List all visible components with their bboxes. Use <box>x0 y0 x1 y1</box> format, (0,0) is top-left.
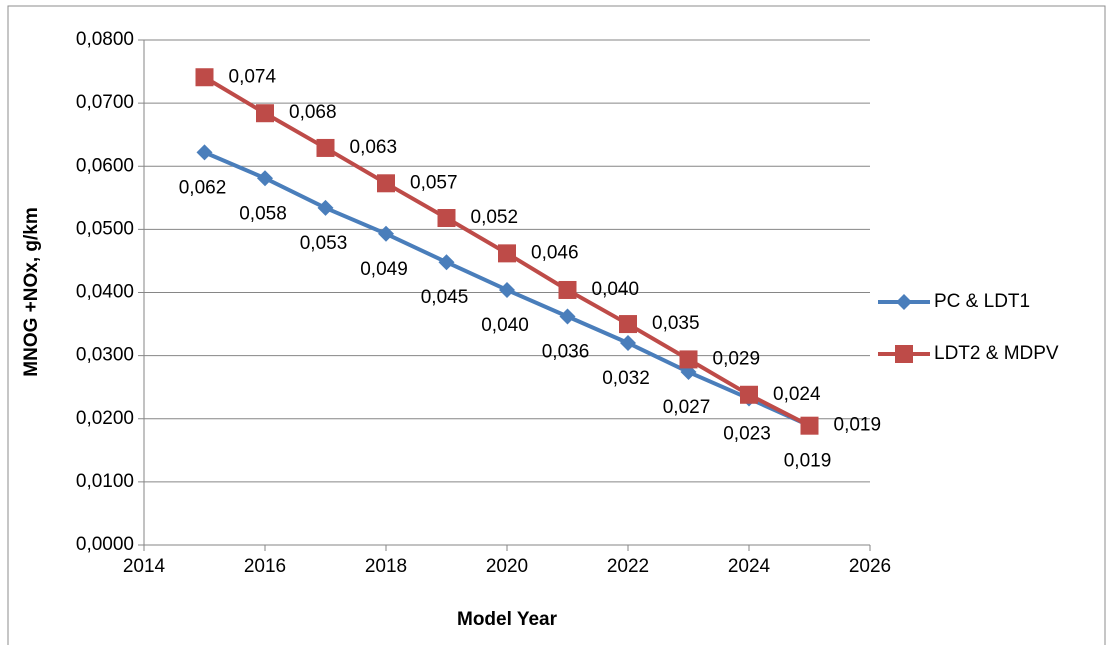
y-axis-title: MNOG +NOx, g/km <box>21 207 42 376</box>
data-label: 0,036 <box>542 342 590 363</box>
data-label: 0,045 <box>421 287 469 308</box>
y-tick-label: 0,0100 <box>76 471 134 492</box>
legend-label: PC & LDT1 <box>934 291 1030 312</box>
data-point <box>558 280 577 299</box>
data-label: 0,068 <box>289 102 337 123</box>
data-label: 0,024 <box>773 384 821 405</box>
data-label: 0,040 <box>592 279 640 300</box>
y-tick-label: 0,0500 <box>76 218 134 239</box>
data-label: 0,027 <box>663 397 711 418</box>
data-label: 0,063 <box>350 137 398 158</box>
x-tick-label: 2022 <box>607 556 649 577</box>
data-point <box>619 315 637 334</box>
data-point <box>195 68 214 87</box>
data-point <box>316 138 335 157</box>
data-point <box>800 416 819 435</box>
y-tick-label: 0,0700 <box>76 92 134 113</box>
data-point <box>257 170 273 187</box>
x-tick-label: 2016 <box>244 556 286 577</box>
data-label: 0,029 <box>713 348 761 369</box>
data-point <box>559 308 576 325</box>
y-tick-label: 0,0400 <box>76 282 134 303</box>
x-tick-label: 2014 <box>123 556 166 577</box>
data-label: 0,023 <box>723 424 771 445</box>
data-point <box>437 209 456 228</box>
data-label: 0,046 <box>531 242 579 263</box>
legend-label: LDT2 & MDPV <box>934 343 1059 364</box>
legend-marker <box>896 294 912 310</box>
data-point <box>740 385 758 404</box>
y-tick-label: 0,0200 <box>76 408 134 429</box>
data-point <box>317 199 334 216</box>
data-label: 0,019 <box>834 415 882 436</box>
y-tick-label: 0,0800 <box>76 29 134 50</box>
data-point <box>679 350 698 369</box>
data-point <box>438 254 455 271</box>
data-point <box>256 104 274 123</box>
data-point <box>498 244 516 263</box>
x-tick-label: 2026 <box>849 556 891 577</box>
data-point <box>620 335 636 351</box>
data-point <box>499 281 515 298</box>
legend-marker <box>895 345 913 363</box>
x-tick-label: 2020 <box>486 556 528 577</box>
data-label: 0,062 <box>179 177 227 198</box>
data-label: 0,074 <box>229 66 277 87</box>
data-label: 0,035 <box>652 313 700 334</box>
y-tick-label: 0,0300 <box>76 345 134 366</box>
data-label: 0,053 <box>300 233 348 254</box>
data-label: 0,057 <box>410 172 458 193</box>
data-label: 0,019 <box>784 451 832 472</box>
data-label: 0,040 <box>481 315 529 336</box>
data-point <box>378 225 394 242</box>
data-label: 0,052 <box>471 207 519 228</box>
y-tick-label: 0,0000 <box>76 534 134 555</box>
data-point <box>377 174 395 193</box>
data-label: 0,032 <box>602 368 650 389</box>
chart-frame <box>7 5 1106 645</box>
x-tick-label: 2018 <box>365 556 407 577</box>
data-point <box>196 144 213 161</box>
y-tick-label: 0,0600 <box>76 155 134 176</box>
x-axis-title: Model Year <box>457 609 558 630</box>
data-label: 0,058 <box>239 203 287 224</box>
data-label: 0,049 <box>360 259 408 280</box>
x-tick-label: 2024 <box>728 556 771 577</box>
